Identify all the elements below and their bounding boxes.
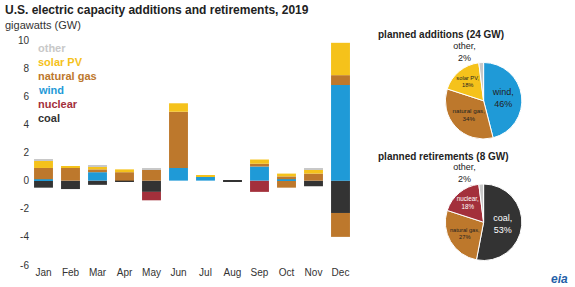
svg-text:Jun: Jun [170, 267, 186, 278]
svg-text:May: May [142, 267, 161, 278]
svg-text:10: 10 [18, 35, 30, 46]
svg-text:planned retirements (8 GW): planned retirements (8 GW) [378, 151, 509, 162]
svg-text:-6: -6 [20, 260, 29, 271]
svg-text:planned additions (24 GW): planned additions (24 GW) [378, 29, 504, 40]
svg-text:Mar: Mar [89, 267, 107, 278]
svg-text:solar PV: solar PV [38, 56, 83, 68]
svg-text:coal: coal [38, 112, 60, 124]
svg-text:eia: eia [551, 272, 568, 286]
svg-text:Dec: Dec [332, 267, 350, 278]
svg-text:nuclear: nuclear [38, 98, 78, 110]
svg-text:Jul: Jul [199, 267, 212, 278]
svg-text:wind: wind [38, 84, 64, 96]
svg-text:8: 8 [23, 63, 29, 74]
svg-text:-2: -2 [20, 203, 29, 214]
svg-text:natural gas: natural gas [38, 70, 97, 82]
svg-text:U.S. electric capacity additio: U.S. electric capacity additions and ret… [5, 3, 309, 17]
svg-text:nuclear,18%: nuclear,18% [457, 195, 479, 210]
svg-text:4: 4 [23, 119, 29, 130]
svg-text:2: 2 [23, 147, 29, 158]
svg-text:Feb: Feb [62, 267, 80, 278]
svg-text:gigawatts (GW): gigawatts (GW) [5, 19, 81, 31]
svg-text:other,2%: other,2% [453, 162, 476, 184]
svg-text:Sep: Sep [251, 267, 269, 278]
svg-text:coal,53%: coal,53% [493, 213, 512, 235]
svg-text:natural gas,34%: natural gas,34% [453, 107, 486, 122]
svg-text:Apr: Apr [117, 267, 133, 278]
svg-text:0: 0 [23, 175, 29, 186]
svg-text:other,2%: other,2% [453, 41, 476, 63]
svg-text:Jan: Jan [35, 267, 51, 278]
svg-text:-4: -4 [20, 231, 29, 242]
svg-text:solar PV,18%: solar PV,18% [456, 75, 479, 88]
svg-text:Oct: Oct [279, 267, 295, 278]
svg-text:6: 6 [23, 91, 29, 102]
svg-text:Aug: Aug [224, 267, 242, 278]
svg-text:Nov: Nov [305, 267, 323, 278]
svg-text:natural gas,27%: natural gas,27% [450, 227, 480, 240]
svg-text:other: other [38, 42, 66, 54]
svg-text:wind,46%: wind,46% [492, 87, 514, 109]
